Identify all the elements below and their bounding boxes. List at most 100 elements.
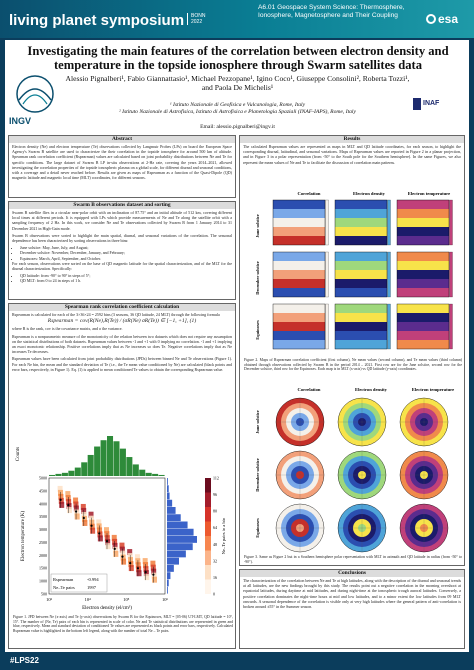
y-distribution-bar [167,492,170,500]
map-band [273,236,325,245]
dataset-text-1: Swarm B satellite flies in a circular ne… [12,210,232,231]
affiliation-2: ² Istituto Nazionale di Astrofisica, Ist… [119,109,356,115]
x-distribution-bar [152,473,159,476]
map-band [273,279,325,288]
map-band [397,279,449,288]
conclusions-text: The characterization of the correlation … [243,578,461,610]
jpd-density-cell [105,539,111,546]
conditional-mean-point [152,573,155,576]
y-distribution-bar [167,586,168,594]
figure-1-caption: Figure 1. JPD between Ne (x-axis) and Te… [13,615,233,634]
season-bullet: June solstice: May, June, July, and Augu… [20,245,232,250]
jpd-density-cell [96,519,102,526]
x-tick-label: 10⁵ [123,597,130,602]
map-band [273,322,325,331]
map-colorbar [387,303,391,350]
planar-map [272,303,326,350]
session-title: A6.01 Geospace System Science: Thermosph… [258,4,405,19]
planar-maps-figure: Correlation Electron density Electron temp… [255,191,453,350]
polar-row-label: June solstice [255,410,260,434]
equation-number: (1) [189,318,197,325]
contact-email[interactable]: Email: alessio.pignalberi@ingv.it [200,124,275,130]
jpd-density-cell [66,507,72,514]
y-tick-label: 3500 [39,514,47,519]
jpd-density-cell [80,503,86,510]
conditional-mean-point [113,547,116,550]
map-band [273,340,325,349]
x-distribution-bar [126,457,133,476]
spearman-section: Spearman rank correlation coefficient ca… [8,303,236,649]
formula-text: Rspearman = cov(R(Ne),R(Te)) / (σR(Ne) σ… [47,318,189,325]
y-distribution-bar [167,514,181,522]
banner: living planet symposium BONN 2022 A6.01 G… [0,0,474,38]
colorbar-tick: 32 [213,558,217,563]
map-band [335,218,387,227]
polar-maps-figure: Correlation Electron density Electron temp… [255,387,454,553]
x-distribution-bar [107,436,114,476]
jpd-density-cell [73,497,79,504]
jpd-density-cell [58,497,64,504]
x-distribution-bar [74,467,81,476]
map-band [335,322,387,331]
conditional-mean-point [74,510,78,513]
y-tick-label: 1000 [39,579,47,584]
jpd-density-cell [66,503,72,510]
inaf-logo-label: INAF [423,100,440,107]
map-band [335,331,387,340]
x-distribution-bar [81,462,88,476]
counts-label: Counts [16,447,21,461]
map-band [397,209,449,218]
jpd-density-cell [151,572,157,579]
abstract-text: Electron density (Ne) and electron tempe… [12,144,232,181]
dataset-text-2: Swarm B observations were sorted to high… [12,232,232,244]
planar-map [334,251,388,298]
legend-box [50,573,108,593]
ingv-logo-icon [16,75,54,113]
x-tick-label: 10³ [46,597,53,602]
y-distribution-bar [167,579,169,587]
map-band [335,340,387,349]
legend-rs-label: Rspearman [53,577,74,582]
colorbar-segment [205,492,211,507]
y-distribution-bar [167,485,169,493]
x-distribution-bar [132,464,139,476]
jpd-density-cell [59,501,65,508]
polar-column-header: Correlation [298,387,321,392]
map-band [273,313,325,322]
y-tick-label: 3000 [39,527,47,532]
map-colorbar [449,303,453,350]
conditional-mean-point [98,532,101,535]
jpd-density-cell [113,550,119,557]
x-distribution-bar [100,440,107,476]
jpd-density-cell [65,491,71,498]
conditional-mean-point [90,524,93,527]
map-band [273,331,325,340]
map-band [397,270,449,279]
poster-title: Investigating the main features of the c… [27,44,449,72]
jpd-density-cell [143,570,149,577]
map-band [335,200,387,209]
map-band [335,261,387,270]
y-axis-label: Electron temperature (K) [21,511,26,562]
jpd-density-cell [82,515,87,522]
x-distribution-bar [49,474,56,476]
spearman-text-3: Rspearman is a nonparametric measure of … [12,333,232,355]
x-distribution-bar [139,469,146,476]
jpd-density-cell [97,531,103,538]
authors: Alessio Pignalberi¹, Fabio Giannattasio¹… [65,74,410,92]
map-band [335,279,387,288]
y-distribution-bar [167,499,173,507]
map-colorbar [449,251,453,298]
map-colorbar [325,199,329,246]
jpd-density-cell [104,527,109,534]
jpd-density-cell [128,565,134,572]
y-tick-label: 4000 [39,501,47,506]
jpd-density-cell [88,511,94,518]
affiliations: ¹ Istituto Nazionale di Geofisica e Vulc… [65,102,410,116]
map-band [397,200,449,209]
jpd-density-cell [128,557,133,564]
y-tick-label: 4500 [39,488,47,493]
abstract-section: Abstract Electron density (Ne) and elect… [8,135,236,198]
jpd-figure: Counts 10³ 10⁴ 10⁵ 10⁶ 500 1000 1500 2000 2500 300… [16,436,226,611]
abstract-heading: Abstract [9,136,235,143]
